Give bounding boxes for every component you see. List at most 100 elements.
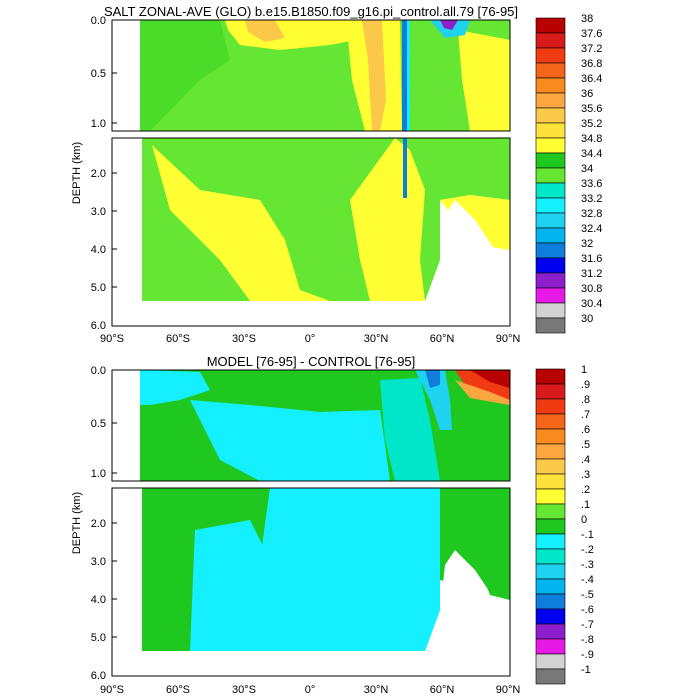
plot-frame-lower bbox=[111, 137, 511, 327]
colorbar-label: 32 bbox=[581, 238, 593, 250]
colorbar-label: 31.6 bbox=[581, 253, 602, 265]
y-tick-label: 5.0 bbox=[91, 632, 106, 644]
colorbar-label: 37.2 bbox=[581, 43, 602, 55]
y-tick-label: 3.0 bbox=[91, 556, 106, 568]
colorbar-swatch bbox=[535, 428, 566, 445]
x-tick-label: 30°S bbox=[232, 684, 256, 696]
colorbar-swatch bbox=[535, 638, 566, 655]
colorbar-label: 34.8 bbox=[581, 133, 602, 145]
colorbar-label: 35.2 bbox=[581, 118, 602, 130]
colorbar-label: -.7 bbox=[581, 619, 594, 631]
colorbar-swatch bbox=[535, 473, 566, 490]
y-tick-label: 6.0 bbox=[91, 670, 106, 682]
colorbar-label: .3 bbox=[581, 469, 590, 481]
x-ticks: 90°S 60°S 30°S 0° 30°N 60°N 90°N bbox=[100, 684, 520, 696]
colorbar-label: -1 bbox=[581, 664, 591, 676]
region-cyan-south bbox=[140, 370, 210, 405]
y-tick-label: 2.0 bbox=[91, 518, 106, 530]
y-ticks-upper: 0.0 0.5 1.0 bbox=[91, 15, 117, 130]
chart-title: SALT ZONAL-AVE (GLO) b.e15.B1850.f09_g16… bbox=[104, 4, 518, 19]
channel-blue bbox=[402, 20, 407, 131]
colorbar-swatch bbox=[535, 563, 566, 580]
colorbar-swatch bbox=[535, 668, 566, 685]
bottom-mask bbox=[112, 301, 510, 326]
colorbar-label: 36.4 bbox=[581, 73, 602, 85]
x-ticks: 90°S 60°S 30°S 0° 30°N 60°N 90°N bbox=[100, 333, 520, 345]
x-tick-label: 30°S bbox=[232, 333, 256, 345]
x-tick-label: 90°S bbox=[100, 684, 124, 696]
y-tick-label: 1.0 bbox=[91, 468, 106, 480]
colorbar-swatch bbox=[535, 242, 566, 259]
y-ticks-lower: 2.0 3.0 4.0 5.0 6.0 bbox=[91, 168, 117, 332]
colorbar: 38 37.6 37.2 36.8 36.4 36 35.6 35.2 34.8 34.4 34 33… bbox=[535, 13, 602, 334]
colorbar-label: 30.8 bbox=[581, 283, 602, 295]
x-tick-label: 90°N bbox=[496, 684, 521, 696]
colorbar-label: -.9 bbox=[581, 649, 594, 661]
x-tick-label: 0° bbox=[305, 333, 316, 345]
colorbar-label: -.2 bbox=[581, 544, 594, 556]
colorbar-swatch bbox=[535, 368, 566, 385]
colorbar-label: -.5 bbox=[581, 589, 594, 601]
y-tick-label: 2.0 bbox=[91, 168, 106, 180]
colorbar-swatch bbox=[535, 458, 566, 475]
region-green bbox=[140, 20, 510, 131]
region-cyan-abyss bbox=[190, 520, 330, 651]
salinity-field-upper bbox=[112, 20, 510, 131]
colorbar-swatch bbox=[535, 398, 566, 415]
region-very-fresh bbox=[440, 20, 458, 30]
region-yellow-arctic bbox=[458, 30, 510, 131]
colorbar-swatch bbox=[535, 317, 566, 334]
colorbar-swatch bbox=[535, 383, 566, 400]
land-mask-arctic bbox=[440, 200, 510, 326]
x-tick-label: 90°N bbox=[496, 333, 521, 345]
colorbar-swatch bbox=[535, 548, 566, 565]
colorbar-swatch bbox=[535, 287, 566, 304]
y-axis-label: DEPTH (km) bbox=[71, 142, 83, 204]
colorbar-swatch bbox=[535, 608, 566, 625]
colorbar-label: 33.2 bbox=[581, 193, 602, 205]
region-cyan-north bbox=[380, 378, 440, 481]
colorbar-swatch bbox=[535, 503, 566, 520]
colorbar-label: -.4 bbox=[581, 574, 594, 586]
colorbar-swatch bbox=[535, 488, 566, 505]
colorbar: 1 .9 .8 .7 .6 .5 .4 .3 .2 .1 0 -.1 -.2 -.3 -.4 -.5 -.6 -.… bbox=[535, 364, 594, 685]
colorbar-label: 1 bbox=[581, 364, 587, 376]
colorbar-label: -.3 bbox=[581, 559, 594, 571]
colorbar-label: 34.4 bbox=[581, 148, 602, 160]
region-darkblue bbox=[425, 370, 440, 388]
colorbar-swatch bbox=[535, 32, 566, 49]
y-tick-label: 4.0 bbox=[91, 244, 106, 256]
colorbar-swatch bbox=[535, 533, 566, 550]
colorbar-swatch bbox=[535, 593, 566, 610]
colorbar-label: .2 bbox=[581, 484, 590, 496]
colorbar-label: 30 bbox=[581, 313, 593, 325]
colorbar-label: 37.6 bbox=[581, 28, 602, 40]
x-tick-label: 60°N bbox=[430, 333, 455, 345]
colorbar-swatch bbox=[535, 623, 566, 640]
channel-cyan bbox=[407, 20, 410, 131]
colorbar-swatch bbox=[535, 653, 566, 670]
y-tick-label: 6.0 bbox=[91, 320, 106, 332]
difference-field-lower bbox=[112, 488, 510, 676]
colorbar-swatch bbox=[535, 92, 566, 109]
colorbar-swatch bbox=[535, 518, 566, 535]
colorbar-label: 31.2 bbox=[581, 268, 602, 280]
colorbar-swatch bbox=[535, 167, 566, 184]
colorbar-swatch bbox=[535, 107, 566, 124]
region-green-light bbox=[140, 20, 230, 131]
y-ticks-lower: 2.0 3.0 4.0 5.0 6.0 bbox=[91, 518, 117, 682]
region-cyan-deep bbox=[250, 488, 440, 651]
colorbar-label: .7 bbox=[581, 409, 590, 421]
colorbar-label: 0 bbox=[581, 514, 587, 526]
region-cyan-mid bbox=[190, 400, 390, 481]
land-mask-arctic bbox=[440, 550, 510, 676]
colorbar-swatch bbox=[535, 197, 566, 214]
colorbar-label: 35.6 bbox=[581, 103, 602, 115]
plot-frame-upper bbox=[111, 19, 511, 132]
colorbar-swatch bbox=[535, 443, 566, 460]
colorbar-label: 30.4 bbox=[581, 298, 602, 310]
y-axis-label: DEPTH (km) bbox=[71, 492, 83, 554]
region-orange-south bbox=[245, 20, 285, 42]
colorbar-swatch bbox=[535, 122, 566, 139]
colorbar-label: 36 bbox=[581, 88, 593, 100]
